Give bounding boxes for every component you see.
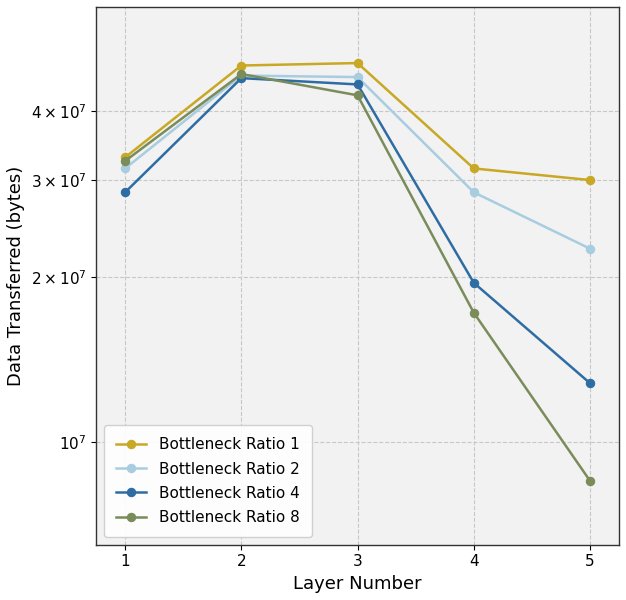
Bottleneck Ratio 8 [121,157,129,164]
Bottleneck Ratio 4 [121,188,129,196]
Y-axis label: Data Transferred (bytes): Data Transferred (bytes) [7,166,25,386]
Bottleneck Ratio 1 [586,176,593,184]
Line: Bottleneck Ratio 4: Bottleneck Ratio 4 [121,74,594,388]
Bottleneck Ratio 8 [470,309,478,316]
X-axis label: Layer Number: Layer Number [293,575,422,593]
Bottleneck Ratio 1 [238,62,245,69]
Bottleneck Ratio 8 [354,92,361,99]
Line: Bottleneck Ratio 1: Bottleneck Ratio 1 [121,59,594,184]
Bottleneck Ratio 2 [238,72,245,79]
Bottleneck Ratio 1 [470,165,478,172]
Bottleneck Ratio 8 [586,477,593,484]
Bottleneck Ratio 2 [470,188,478,196]
Bottleneck Ratio 8 [238,70,245,77]
Bottleneck Ratio 4 [354,81,361,88]
Line: Bottleneck Ratio 2: Bottleneck Ratio 2 [121,71,594,253]
Bottleneck Ratio 2 [354,73,361,80]
Bottleneck Ratio 4 [470,279,478,286]
Legend: Bottleneck Ratio 1, Bottleneck Ratio 2, Bottleneck Ratio 4, Bottleneck Ratio 8: Bottleneck Ratio 1, Bottleneck Ratio 2, … [104,425,312,537]
Line: Bottleneck Ratio 8: Bottleneck Ratio 8 [121,70,594,485]
Bottleneck Ratio 2 [121,165,129,172]
Bottleneck Ratio 2 [586,245,593,252]
Bottleneck Ratio 1 [354,59,361,67]
Bottleneck Ratio 4 [238,74,245,82]
Bottleneck Ratio 4 [586,380,593,387]
Bottleneck Ratio 1 [121,154,129,161]
